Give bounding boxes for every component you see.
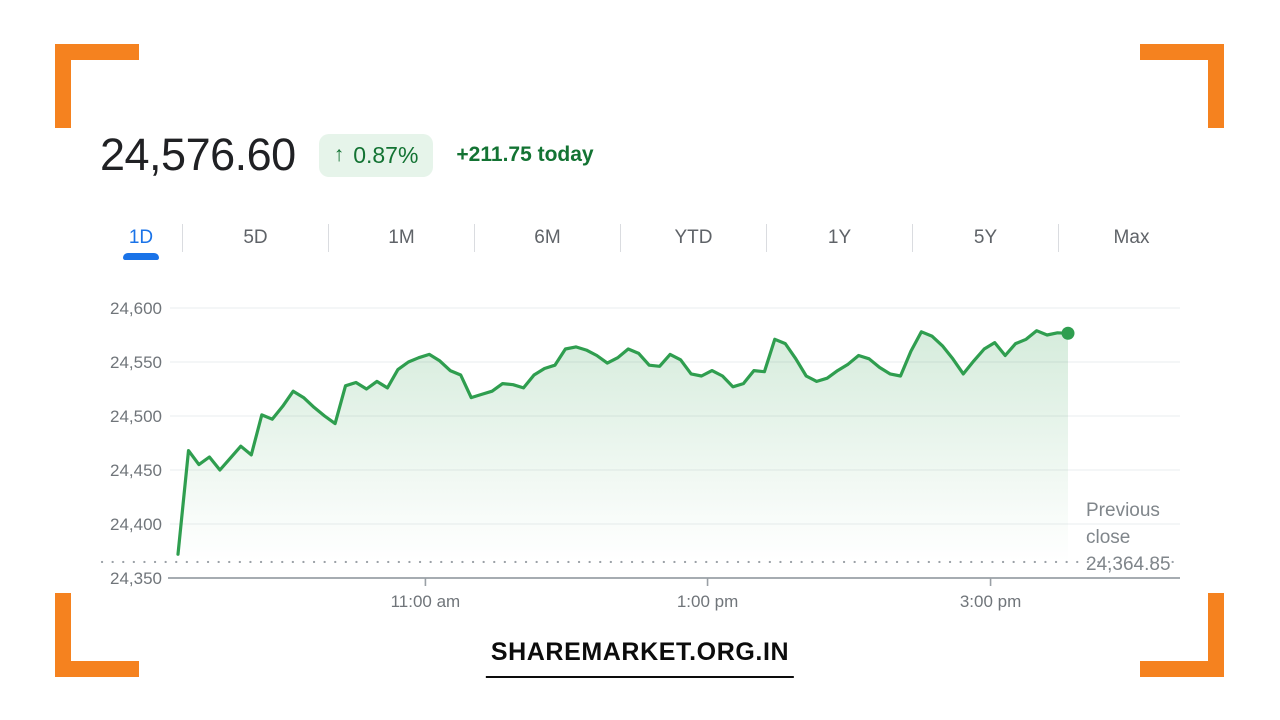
tab-divider — [474, 224, 475, 252]
y-tick-label: 24,450 — [110, 461, 162, 480]
tab-1y-label: 1Y — [827, 227, 852, 248]
previous-close-value: 24,364.85 — [1086, 554, 1171, 575]
tab-5d-label: 5D — [243, 227, 268, 248]
tab-6m-label: 6M — [534, 227, 561, 248]
change-absolute: +211.75 today — [456, 143, 594, 166]
tab-1d-label: 1D — [128, 227, 154, 248]
tab-divider — [766, 224, 767, 252]
price-chart[interactable]: 24,600 24,550 24,500 24,450 24,400 24,350 11:0… — [100, 299, 1204, 630]
area-fill — [178, 330, 1068, 562]
current-price: 24,576.60 — [100, 129, 296, 180]
tab-max-label: Max — [1113, 227, 1150, 248]
range-tabs: 1D 5D 1M 6M YTD 1Y 5Y Max — [100, 220, 1204, 260]
y-tick-label: 24,400 — [110, 515, 162, 534]
tab-5y-label: 5Y — [973, 227, 998, 248]
change-percent-badge: ↑ 0.87% — [318, 133, 434, 177]
y-tick-label: 24,500 — [110, 407, 162, 426]
tab-ytd[interactable]: YTD — [621, 220, 766, 260]
y-tick-label: 24,350 — [110, 569, 162, 588]
corner-bracket-bottom-right — [1140, 593, 1224, 677]
corner-bracket-top-left — [55, 44, 139, 128]
tab-1y[interactable]: 1Y — [767, 220, 912, 260]
x-tick-label: 3:00 pm — [960, 592, 1021, 611]
tab-divider — [620, 224, 621, 252]
corner-bracket-bottom-left — [55, 593, 139, 677]
tab-6m[interactable]: 6M — [475, 220, 620, 260]
tab-1d[interactable]: 1D — [100, 220, 182, 260]
previous-close-annotation: Previous close 24,364.85 — [1086, 497, 1192, 578]
tab-max[interactable]: Max — [1059, 220, 1204, 260]
tab-ytd-label: YTD — [674, 227, 713, 248]
tab-5d[interactable]: 5D — [183, 220, 328, 260]
price-line — [176, 329, 1070, 556]
tab-divider — [1058, 224, 1059, 252]
tab-divider — [328, 224, 329, 252]
endpoint-dot — [1061, 326, 1075, 340]
tab-1m-label: 1M — [388, 227, 415, 248]
tab-1m[interactable]: 1M — [329, 220, 474, 260]
tab-divider — [182, 224, 183, 252]
tab-5y[interactable]: 5Y — [913, 220, 1058, 260]
up-arrow-icon: ↑ — [333, 143, 345, 166]
y-tick-label: 24,550 — [110, 353, 162, 372]
tab-divider — [912, 224, 913, 252]
active-tab-indicator — [123, 253, 159, 260]
x-tick-label: 1:00 pm — [677, 592, 738, 611]
watermark: SHAREMARKET.ORG.IN — [485, 638, 795, 678]
quote-header: 24,576.60 ↑ 0.87% +211.75 today — [100, 129, 594, 181]
previous-close-label: Previous close — [1086, 500, 1160, 548]
y-tick-label: 24,600 — [110, 299, 162, 318]
x-tick-label: 11:00 am — [391, 592, 461, 611]
change-percent: 0.87% — [353, 141, 419, 168]
corner-bracket-top-right — [1140, 44, 1224, 128]
